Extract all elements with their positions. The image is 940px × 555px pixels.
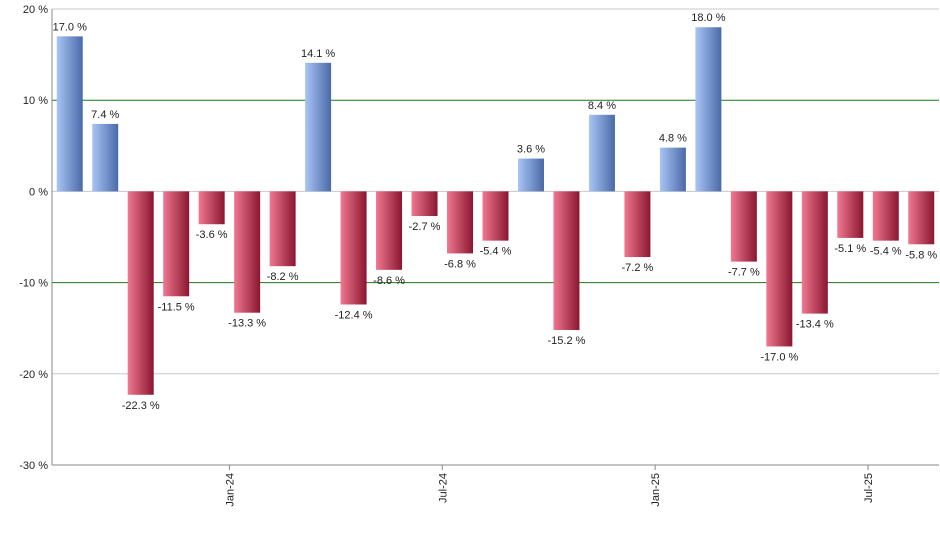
bar	[588, 114, 615, 192]
bar	[730, 191, 757, 262]
y-tick-label: -10 %	[19, 278, 48, 290]
bar	[127, 191, 154, 395]
bar	[517, 158, 544, 192]
bar	[92, 123, 119, 192]
y-tick-label: -20 %	[19, 369, 48, 381]
data-label: 14.1 %	[301, 48, 335, 60]
bar	[659, 147, 686, 192]
x-tick-label: Jan-24	[224, 473, 236, 507]
y-tick-label: -30 %	[19, 460, 48, 472]
data-label: 7.4 %	[91, 109, 119, 121]
data-label: -13.4 %	[796, 319, 834, 331]
x-tick-label: Jan-25	[650, 473, 662, 507]
data-label: -15.2 %	[547, 335, 585, 347]
value-labels: 17.0 % 7.4 % -22.3 % -11.5 % -3.6 % -13.3 % -8…	[53, 12, 938, 412]
data-label: -5.4 %	[870, 246, 902, 258]
data-label: -12.4 %	[335, 309, 373, 321]
data-label: -7.2 %	[622, 262, 654, 274]
data-label: -6.8 %	[444, 258, 476, 270]
bar	[447, 191, 474, 254]
y-tick-label: 10 %	[23, 95, 48, 107]
bar	[624, 191, 651, 258]
data-label: 3.6 %	[517, 144, 545, 156]
y-tick-label: 0 %	[29, 186, 48, 198]
axes: 20 % 10 % 0 % -10 % -20 % -30 % Jan-24 Jul-24 Ja…	[19, 4, 939, 507]
data-label: -17.0 %	[760, 351, 798, 363]
bar	[482, 191, 509, 241]
x-tick-label: Jul-25	[863, 473, 875, 503]
bar	[340, 191, 367, 305]
bars	[56, 27, 935, 395]
x-tick-label: Jul-24	[437, 473, 449, 503]
data-label: 8.4 %	[588, 100, 616, 112]
bar	[766, 191, 793, 347]
bar	[234, 191, 261, 313]
bar	[908, 191, 935, 245]
bar	[163, 191, 190, 297]
data-label: -8.6 %	[373, 275, 405, 287]
data-label: -7.7 %	[728, 267, 760, 279]
data-label: -8.2 %	[267, 271, 299, 283]
bar	[269, 191, 296, 267]
data-label: -5.4 %	[480, 246, 512, 258]
data-label: -11.5 %	[158, 301, 195, 313]
bar	[801, 191, 828, 314]
bar	[198, 191, 225, 225]
bar	[872, 191, 899, 241]
bar	[411, 191, 438, 217]
data-label: 17.0 %	[53, 21, 87, 33]
data-label: -22.3 %	[122, 400, 160, 412]
bar	[376, 191, 403, 270]
bar	[56, 36, 83, 192]
bar	[695, 27, 722, 192]
bar	[305, 62, 332, 192]
bar	[837, 191, 864, 238]
data-label: 4.8 %	[659, 133, 687, 145]
data-label: 18.0 %	[691, 12, 725, 24]
data-label: -3.6 %	[196, 229, 228, 241]
data-label: -13.3 %	[228, 318, 266, 330]
data-label: -5.8 %	[905, 249, 937, 261]
bar	[553, 191, 580, 331]
data-label: -5.1 %	[834, 243, 866, 255]
data-label: -2.7 %	[409, 221, 441, 233]
y-tick-label: 20 %	[23, 4, 48, 16]
